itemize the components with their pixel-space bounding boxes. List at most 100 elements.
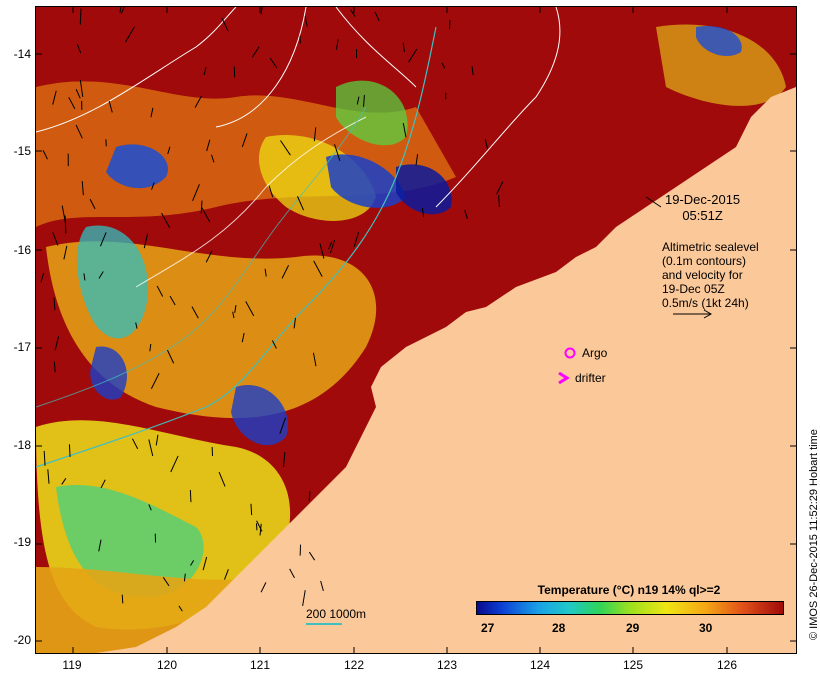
velocity-arrow bbox=[205, 250, 213, 263]
velocity-arrow bbox=[53, 361, 56, 373]
velocity-arrow bbox=[293, 317, 296, 329]
sealevel-contour bbox=[36, 7, 237, 133]
velocity-arrow bbox=[334, 144, 341, 161]
x-axis-label: 121 bbox=[249, 658, 271, 672]
velocity-arrow bbox=[61, 205, 66, 224]
velocity-arrow bbox=[191, 306, 199, 319]
velocity-arrow bbox=[335, 39, 339, 50]
velocity-arrow bbox=[148, 439, 154, 457]
y-axis-label: -17 bbox=[13, 340, 31, 354]
velocity-arrow bbox=[52, 232, 59, 246]
sst-patch bbox=[396, 164, 452, 215]
land-mass bbox=[96, 87, 796, 653]
velocity-arrow bbox=[356, 96, 360, 105]
temperature-colorbar bbox=[476, 601, 784, 615]
velocity-arrow bbox=[313, 260, 323, 277]
velocity-arrow bbox=[363, 94, 365, 107]
isobath-scale-bar bbox=[306, 623, 342, 625]
velocity-arrow bbox=[464, 210, 468, 219]
velocity-arrow bbox=[304, 16, 308, 27]
colorbar-tick: 28 bbox=[552, 621, 566, 635]
velocity-arrow bbox=[206, 139, 211, 152]
isobath-scale-label: 200 1000m bbox=[306, 607, 367, 621]
velocity-arrow bbox=[125, 26, 135, 43]
velocity-arrow bbox=[40, 272, 45, 283]
velocity-arrow bbox=[313, 127, 317, 142]
velocity-arrow bbox=[76, 43, 82, 54]
velocity-arrow bbox=[421, 207, 425, 217]
drifter-label: drifter bbox=[575, 371, 606, 385]
velocity-arrow bbox=[68, 97, 76, 110]
velocity-arrow bbox=[155, 434, 159, 446]
colorbar-tick: 27 bbox=[481, 621, 495, 635]
velocity-arrow bbox=[234, 305, 237, 313]
velocity-arrow bbox=[320, 580, 324, 591]
velocity-arrow bbox=[218, 471, 226, 487]
velocity-arrow bbox=[167, 146, 171, 155]
velocity-arrow bbox=[281, 265, 290, 279]
sst-patch bbox=[326, 154, 406, 208]
velocity-arrow bbox=[120, 7, 125, 14]
axis-ticks bbox=[36, 7, 796, 653]
velocity-arrow bbox=[61, 478, 67, 485]
map-area bbox=[35, 6, 797, 654]
x-axis-label: 120 bbox=[156, 658, 178, 672]
velocity-arrow bbox=[200, 200, 203, 214]
velocity-arrow bbox=[353, 232, 360, 247]
date-pointer-line bbox=[645, 196, 662, 208]
y-axis-label: -20 bbox=[13, 633, 31, 647]
velocity-arrow bbox=[471, 66, 474, 75]
velocity-arrow bbox=[47, 469, 50, 484]
y-axis-label: -14 bbox=[13, 47, 31, 61]
x-axis-label: 126 bbox=[716, 658, 738, 672]
velocity-arrow bbox=[408, 48, 418, 63]
velocity-arrow bbox=[441, 62, 446, 69]
velocity-arrow bbox=[161, 212, 171, 228]
x-axis-label: 122 bbox=[343, 658, 365, 672]
velocity-arrow bbox=[183, 573, 186, 582]
colorbar-tick: 29 bbox=[626, 621, 640, 635]
velocity-arrow bbox=[415, 154, 419, 166]
velocity-arrow bbox=[79, 79, 84, 97]
argo-marker-icon bbox=[564, 347, 576, 359]
velocity-arrow bbox=[224, 569, 229, 580]
velocity-arrow bbox=[81, 181, 84, 196]
velocity-arrow bbox=[100, 479, 106, 489]
velocity-arrow bbox=[250, 503, 253, 516]
velocity-arrow bbox=[260, 7, 263, 15]
x-axis-label: 125 bbox=[622, 658, 644, 672]
velocity-arrows bbox=[40, 7, 504, 612]
velocity-arrow bbox=[402, 42, 405, 53]
velocity-arrow bbox=[170, 455, 179, 473]
velocity-arrow bbox=[289, 568, 295, 579]
date-line: 19-Dec-2015 bbox=[665, 192, 741, 207]
velocity-arrow bbox=[64, 215, 67, 234]
altimetry-line: 0.5m/s (1kt 24h) bbox=[662, 296, 749, 310]
velocity-arrow bbox=[269, 57, 278, 69]
y-axis-label: -18 bbox=[13, 438, 31, 452]
x-axis-label: 124 bbox=[529, 658, 551, 672]
date-label: 19-Dec-2015 05:51Z bbox=[665, 192, 740, 224]
velocity-arrow bbox=[328, 241, 333, 250]
altimetry-line: Altimetric sealevel bbox=[662, 240, 759, 254]
velocity-arrow bbox=[98, 271, 104, 279]
y-axis-label: -15 bbox=[13, 144, 31, 158]
velocity-arrow bbox=[131, 438, 139, 450]
altimetry-note: Altimetric sealevel (0.1m contours) and … bbox=[662, 240, 759, 310]
altimetry-line: 19-Dec 05Z bbox=[662, 282, 725, 296]
sst-patch bbox=[56, 485, 204, 597]
velocity-arrow bbox=[190, 560, 195, 566]
velocity-arrow bbox=[203, 66, 207, 75]
sst-patch bbox=[76, 225, 148, 339]
velocity-arrow bbox=[79, 8, 82, 25]
velocity-arrow bbox=[189, 489, 192, 503]
velocity-arrow bbox=[202, 556, 208, 571]
velocity-arrow bbox=[54, 336, 60, 351]
velocity-arrow bbox=[282, 451, 286, 468]
velocity-arrow bbox=[329, 239, 336, 254]
velocity-arrow bbox=[312, 352, 317, 367]
credit-text: © IMOS 26-Dec-2015 11:52:29 Hobart time bbox=[808, 429, 820, 640]
drifter-marker-icon bbox=[558, 371, 570, 385]
velocity-arrow bbox=[319, 243, 325, 259]
velocity-arrow bbox=[121, 594, 124, 604]
